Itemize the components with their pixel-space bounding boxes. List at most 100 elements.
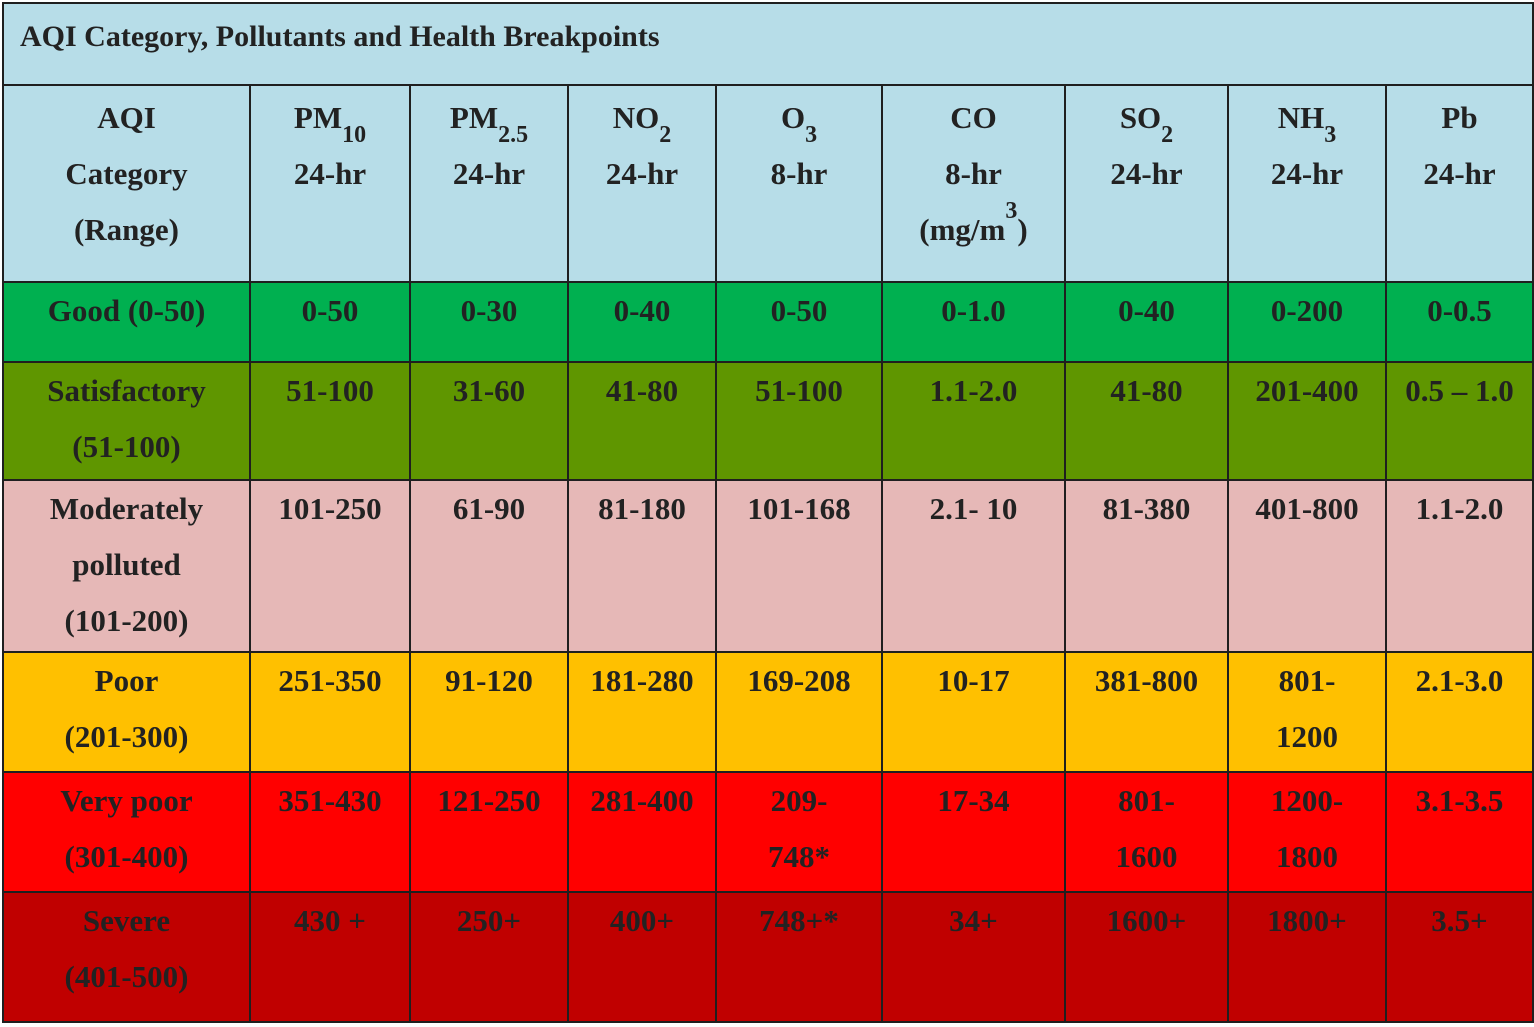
breakpoint-value: 0-50 xyxy=(770,293,828,328)
breakpoint-value: 34+ xyxy=(949,903,998,938)
category-row: Severe (401-500) 430 + 250+ 400+ 748+* 34+ 1600… xyxy=(2,891,1534,1023)
breakpoint-value: 81-380 xyxy=(1102,491,1191,526)
breakpoint-cell: 0-0.5 xyxy=(1384,281,1534,363)
breakpoint-value: 51-100 xyxy=(755,373,843,408)
category-name: Good xyxy=(47,293,121,328)
breakpoint-value: 31-60 xyxy=(452,373,526,408)
breakpoint-cell: 0-200 xyxy=(1227,281,1387,363)
averaging-period: 24-hr xyxy=(293,156,367,191)
breakpoint-cell: 2.1-3.0 xyxy=(1384,651,1534,773)
breakpoint-cell: 1600+ xyxy=(1064,891,1229,1023)
pollutant-subscript: 2 xyxy=(1161,122,1174,148)
breakpoint-cell: 209-748* xyxy=(715,771,883,893)
breakpoint-cell: 181-280 xyxy=(567,651,717,773)
breakpoint-value: 81-180 xyxy=(598,491,686,526)
breakpoint-value: 41-80 xyxy=(605,373,679,408)
breakpoint-value: 251-350 xyxy=(278,663,382,698)
breakpoint-value: 0.5 – 1.0 xyxy=(1405,373,1514,408)
breakpoint-cell: 101-168 xyxy=(715,479,883,653)
category-range: (101-200) xyxy=(64,603,189,638)
breakpoint-value: 0-30 xyxy=(460,293,518,328)
averaging-period: 24-hr xyxy=(1110,156,1183,191)
breakpoint-cell: 81-380 xyxy=(1064,479,1229,653)
breakpoint-value: 400+ xyxy=(609,903,675,938)
breakpoint-value: 351-430 xyxy=(278,783,382,818)
breakpoint-value: 801-1600 xyxy=(1115,783,1178,874)
title-row: AQI Category, Pollutants and Health Brea… xyxy=(1,2,1534,86)
category-cell: Good (0-50) xyxy=(2,281,251,363)
breakpoint-value: 801-1200 xyxy=(1276,663,1338,754)
header-row: AQI Category (Range) PM10 24-hr PM2.5 24-hr NO2… xyxy=(2,84,1534,283)
column-header: Pb 24-hr xyxy=(1384,84,1534,283)
category-range: (201-300) xyxy=(64,719,189,754)
averaging-period: 8-hr xyxy=(770,156,828,191)
breakpoint-cell: 748+* xyxy=(715,891,883,1023)
column-header: NH3 24-hr xyxy=(1227,84,1387,283)
breakpoint-value: 1800+ xyxy=(1267,903,1347,938)
category-cell: Satisfactory (51-100) xyxy=(2,361,251,481)
category-row: Satisfactory (51-100) 51-100 31-60 41-80 51-1… xyxy=(2,361,1534,481)
breakpoint-value: 3.5+ xyxy=(1431,903,1488,938)
breakpoint-value: 61-90 xyxy=(452,491,526,526)
column-header: SO2 24-hr xyxy=(1064,84,1229,283)
breakpoint-cell: 250+ xyxy=(409,891,569,1023)
breakpoint-cell: 0-50 xyxy=(715,281,883,363)
header-line: PM10 xyxy=(255,90,405,147)
breakpoint-cell: 801-1600 xyxy=(1064,771,1229,893)
category-cell: Very poor (301-400) xyxy=(2,771,251,893)
header-line: AQI xyxy=(97,100,156,135)
table-title: AQI Category, Pollutants and Health Brea… xyxy=(1,2,1534,86)
breakpoint-cell: 251-350 xyxy=(249,651,411,773)
breakpoint-cell: 1.1-2.0 xyxy=(881,361,1066,481)
breakpoint-cell: 121-250 xyxy=(409,771,569,893)
category-cell: Moderately polluted (101-200) xyxy=(2,479,251,653)
averaging-period: 24-hr xyxy=(1423,156,1496,191)
pollutant-subscript: 3 xyxy=(805,122,818,148)
breakpoint-cell: 0-40 xyxy=(567,281,717,363)
breakpoint-value: 250+ xyxy=(456,903,522,938)
column-header: NO2 24-hr xyxy=(567,84,717,283)
breakpoint-cell: 0.5 – 1.0 xyxy=(1384,361,1534,481)
breakpoint-value: 401-800 xyxy=(1255,491,1359,526)
breakpoint-value: 101-250 xyxy=(278,491,382,526)
pollutant-name: CO xyxy=(950,100,997,135)
breakpoint-cell: 169-208 xyxy=(715,651,883,773)
unit-superscript: 3 xyxy=(1005,198,1018,224)
pollutant-name: PM xyxy=(449,100,499,135)
pollutant-name: NH xyxy=(1277,100,1325,135)
breakpoint-value: 0-50 xyxy=(301,293,359,328)
breakpoint-value: 430 + xyxy=(294,903,366,938)
category-row: Poor (201-300) 251-350 91-120 181-280 169-208… xyxy=(2,651,1534,773)
breakpoint-cell: 31-60 xyxy=(409,361,569,481)
breakpoint-value: 101-168 xyxy=(747,491,851,526)
unit-text: (mg/m xyxy=(919,212,1006,247)
breakpoint-value: 0-1.0 xyxy=(941,293,1006,328)
breakpoint-cell: 1800+ xyxy=(1227,891,1387,1023)
breakpoint-cell: 400+ xyxy=(567,891,717,1023)
category-range: (0-50) xyxy=(127,293,206,328)
breakpoint-cell: 381-800 xyxy=(1064,651,1229,773)
breakpoint-cell: 1.1-2.0 xyxy=(1384,479,1534,653)
breakpoint-cell: 3.1-3.5 xyxy=(1384,771,1534,893)
breakpoint-value: 2.1- 10 xyxy=(929,491,1018,526)
breakpoint-cell: 2.1- 10 xyxy=(881,479,1066,653)
breakpoint-value: 1200-1800 xyxy=(1270,783,1344,874)
breakpoint-cell: 3.5+ xyxy=(1384,891,1534,1023)
category-name: Very poor xyxy=(60,783,193,818)
category-range: (401-500) xyxy=(64,959,189,994)
category-name: Severe xyxy=(82,903,171,938)
breakpoint-value: 1.1-2.0 xyxy=(929,373,1018,408)
breakpoint-cell: 81-180 xyxy=(567,479,717,653)
breakpoint-value: 169-208 xyxy=(747,663,851,698)
breakpoint-value: 0-40 xyxy=(1118,293,1175,328)
pollutant-subscript: 3 xyxy=(1324,122,1337,148)
averaging-period: 24-hr xyxy=(452,156,526,191)
breakpoint-value: 1.1-2.0 xyxy=(1415,491,1504,526)
category-range: (51-100) xyxy=(72,429,181,464)
breakpoint-value: 0-200 xyxy=(1270,293,1344,328)
breakpoint-cell: 0-40 xyxy=(1064,281,1229,363)
breakpoint-value: 0-0.5 xyxy=(1427,293,1492,328)
unit-close: ) xyxy=(1017,212,1028,247)
